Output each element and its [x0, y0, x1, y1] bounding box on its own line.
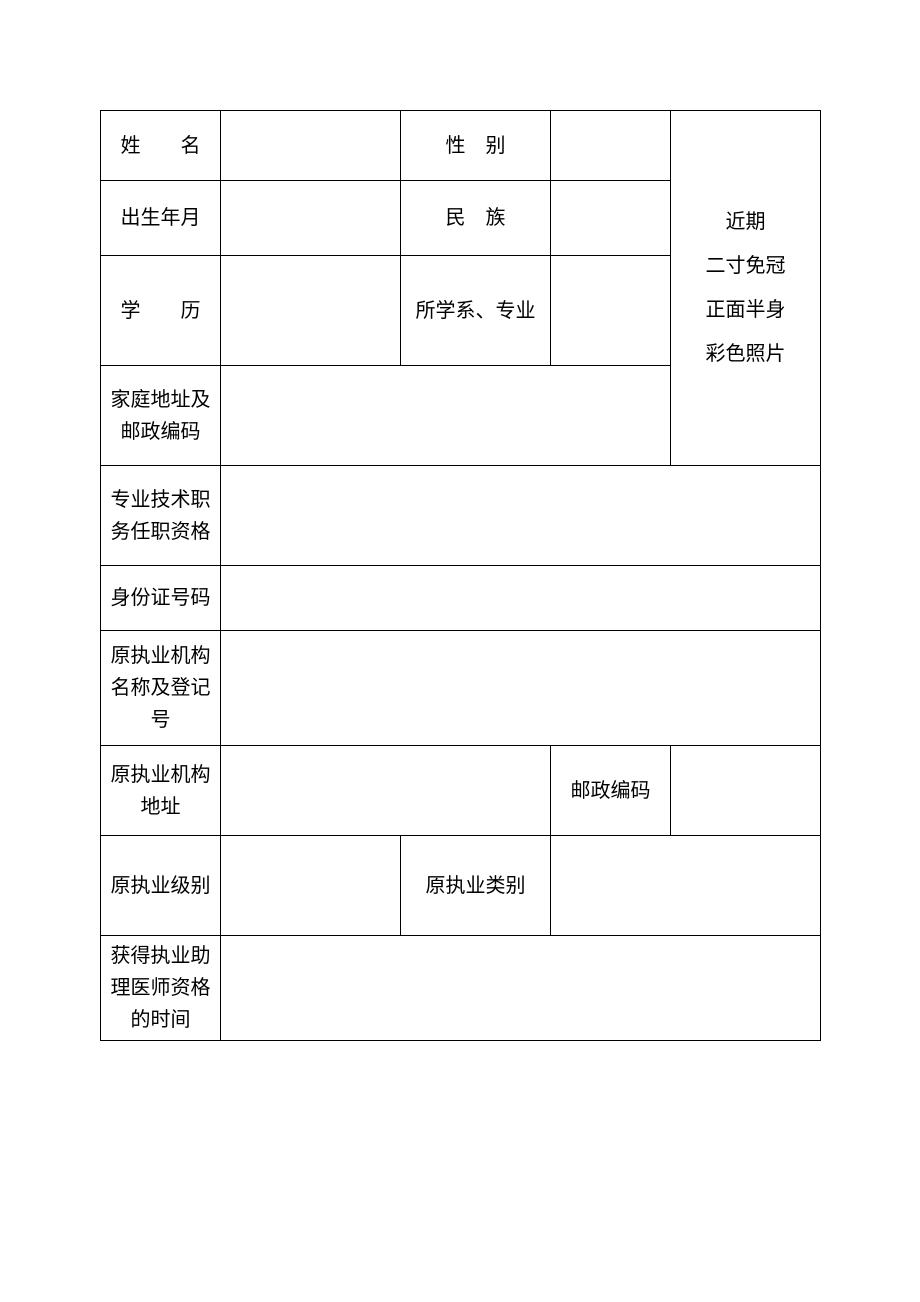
value-education	[221, 256, 401, 366]
value-gender	[551, 111, 671, 181]
value-address	[221, 366, 671, 466]
value-birth	[221, 181, 401, 256]
value-orgaddress	[221, 746, 551, 836]
label-ethnicity: 民 族	[401, 181, 551, 256]
label-gender: 性 别	[401, 111, 551, 181]
value-orgname	[221, 631, 821, 746]
photo-line1: 近期二寸免冠正面半身彩色照片	[706, 211, 786, 365]
value-assistanttime	[221, 936, 821, 1041]
label-education: 学 历	[101, 256, 221, 366]
label-name: 姓 名	[101, 111, 221, 181]
label-qualification: 专业技术职务任职资格	[101, 466, 221, 566]
label-assistanttime: 获得执业助理医师资格的时间	[101, 936, 221, 1041]
form-table: 姓 名 性 别 近期二寸免冠正面半身彩色照片 出生年月 民 族 学 历 所学系、…	[100, 110, 821, 1041]
value-qualification	[221, 466, 821, 566]
label-orgaddress: 原执业机构 地址	[101, 746, 221, 836]
label-idnumber: 身份证号码	[101, 566, 221, 631]
label-department: 所学系、专业	[401, 256, 551, 366]
label-practicetype: 原执业类别	[401, 836, 551, 936]
value-practicetype	[551, 836, 821, 936]
value-postalcode	[671, 746, 821, 836]
label-birth: 出生年月	[101, 181, 221, 256]
value-practicelevel	[221, 836, 401, 936]
value-name	[221, 111, 401, 181]
value-ethnicity	[551, 181, 671, 256]
label-address: 家庭地址及邮政编码	[101, 366, 221, 466]
value-idnumber	[221, 566, 821, 631]
label-practicelevel: 原执业级别	[101, 836, 221, 936]
value-department	[551, 256, 671, 366]
label-postalcode: 邮政编码	[551, 746, 671, 836]
label-orgname: 原执业机构名称及登记号	[101, 631, 221, 746]
photo-placeholder: 近期二寸免冠正面半身彩色照片	[671, 111, 821, 466]
